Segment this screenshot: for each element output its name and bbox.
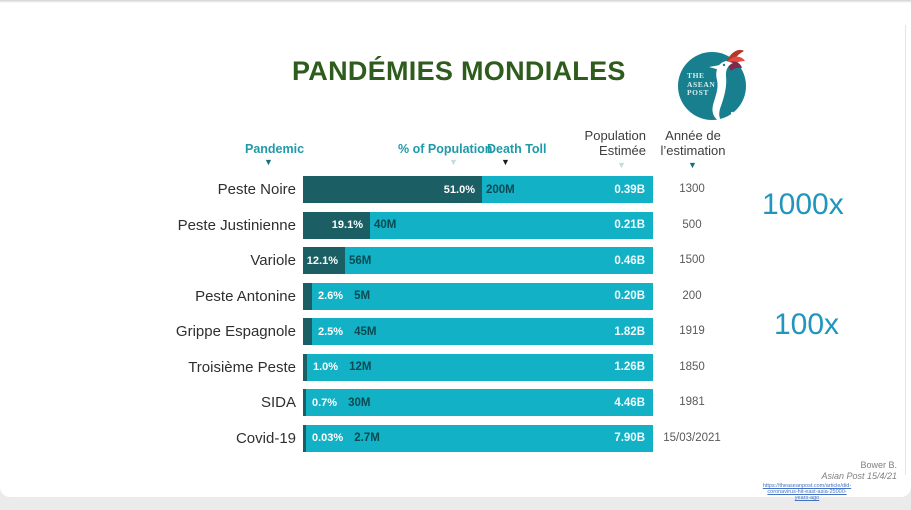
annee-label: 1919	[679, 325, 705, 337]
population-estimee-label: 7.90B	[614, 432, 645, 444]
death-toll-label: 56M	[349, 254, 372, 267]
annee-label: 1981	[679, 396, 705, 408]
annee-label: 1850	[679, 360, 705, 373]
pandemic-name: Peste Antonine	[195, 287, 296, 305]
col-header-annee-estimation: Année de l’estimation	[660, 128, 726, 158]
chart-row: Variole 12.1% 56M 0.46B 1500	[0, 247, 740, 274]
bar-dark-segment: 19.1%	[303, 211, 370, 239]
bar: 0.7% 30M 4.46B	[303, 389, 653, 416]
sort-triangle-icon: ▼	[449, 157, 458, 167]
frame-top-edge	[0, 0, 911, 3]
bar-dark-segment	[303, 424, 306, 452]
pandemic-name: Variole	[250, 252, 296, 269]
pandemic-name: Grippe Espagnole	[175, 323, 296, 340]
chart-row: Peste Antonine 2.6% 5M 0.20B 200	[0, 282, 740, 310]
death-toll-label: 5M	[354, 290, 371, 302]
col-header-death-toll: Death Toll	[487, 142, 547, 156]
citation-author: Bower B.	[860, 460, 897, 470]
population-estimee-label: 1.82B	[614, 325, 645, 338]
annee-label: 1300	[679, 183, 705, 195]
sort-triangle-icon: ▼	[617, 160, 626, 170]
annee-label: 1500	[679, 254, 705, 266]
death-toll-label: 30M	[348, 396, 371, 409]
chart-row: Peste Noire 51.0% 200M 0.39B 1300	[0, 176, 740, 203]
sort-triangle-icon: ▼	[688, 160, 697, 170]
pct-label: 0.7%	[312, 396, 338, 409]
sort-triangle-icon: ▼	[264, 157, 273, 167]
col-header-pct-of-population: % of Population	[398, 142, 493, 156]
death-toll-label: 200M	[486, 183, 515, 196]
multiplier-annotation-1000x: 1000x	[762, 188, 844, 221]
bar-dark-segment: 51.0%	[303, 176, 482, 203]
death-toll-label: 45M	[354, 325, 377, 338]
bar: 0.03% 2.7M 7.90B	[303, 424, 653, 452]
logo-text: THE ASEAN POST	[687, 71, 716, 97]
bird-logo-icon	[678, 49, 746, 122]
bar: 51.0% 200M 0.39B	[303, 176, 653, 203]
citation-source: Asian Post 15/4/21	[821, 471, 897, 481]
sort-triangle-icon: ▼	[501, 157, 510, 167]
pct-label: 2.5%	[318, 325, 344, 338]
bar-dark-segment	[303, 318, 312, 345]
annee-label: 500	[682, 218, 702, 231]
pct-label: 1.0%	[313, 361, 339, 373]
citation: Bower B. Asian Post 15/4/21 https://thea…	[717, 460, 897, 501]
col-header-pandemic: Pandemic	[245, 142, 305, 156]
bar-dark-segment	[303, 282, 312, 310]
pct-label: 0.03%	[312, 432, 344, 444]
bar: 19.1% 40M 0.21B	[303, 211, 653, 239]
page-title: PANDÉMIES MONDIALES	[292, 56, 626, 86]
bar-dark-segment	[303, 389, 306, 416]
pandemic-name: Troisième Peste	[188, 358, 296, 376]
population-estimee-label: 4.46B	[614, 396, 645, 409]
chart-row: Troisième Peste 1.0% 12M 1.26B 1850	[0, 353, 740, 381]
pandemic-name: Covid-19	[235, 429, 296, 447]
pct-label: 51.0%	[443, 183, 475, 196]
annee-label: 15/03/2021	[663, 431, 721, 444]
pandemic-name: SIDA	[260, 394, 296, 411]
bar: 12.1% 56M 0.46B	[303, 247, 653, 274]
chart-row: SIDA 0.7% 30M 4.46B 1981	[0, 389, 740, 416]
chart-row: Grippe Espagnole 2.5% 45M 1.82B 1919	[0, 318, 740, 345]
bar-dark-segment	[303, 353, 307, 381]
population-estimee-label: 0.20B	[614, 290, 645, 302]
population-estimee-label: 1.26B	[614, 361, 645, 373]
bar-dark-segment: 12.1%	[303, 247, 345, 274]
multiplier-annotation-100x: 100x	[774, 308, 840, 341]
population-estimee-label: 0.46B	[614, 254, 645, 267]
source-link[interactable]: https://theaseanpost.com/article/did- co…	[762, 483, 852, 501]
death-toll-label: 2.7M	[354, 432, 380, 444]
annee-label: 200	[682, 289, 702, 302]
pandemic-name: Peste Justinienne	[177, 216, 296, 234]
asean-post-logo: THE ASEAN POST	[674, 44, 752, 122]
population-estimee-label: 0.21B	[614, 219, 645, 231]
pct-label: 19.1%	[331, 219, 363, 231]
death-toll-label: 40M	[374, 219, 397, 231]
pct-label: 12.1%	[306, 254, 338, 267]
bar: 1.0% 12M 1.26B	[303, 353, 653, 381]
bar: 2.5% 45M 1.82B	[303, 318, 653, 345]
pct-label: 2.6%	[318, 290, 344, 302]
death-toll-label: 12M	[349, 361, 372, 373]
frame-right-edge	[905, 25, 906, 475]
chart-row: Peste Justinienne 19.1% 40M 0.21B 500	[0, 211, 740, 239]
col-header-population-estimee: Population Estimée	[584, 128, 646, 158]
chart-row: Covid-19 0.03% 2.7M 7.90B 15/03/2021	[0, 424, 740, 452]
bar: 2.6% 5M 0.20B	[303, 282, 653, 310]
population-estimee-label: 0.39B	[614, 183, 645, 196]
pandemic-name: Peste Noire	[217, 181, 296, 198]
